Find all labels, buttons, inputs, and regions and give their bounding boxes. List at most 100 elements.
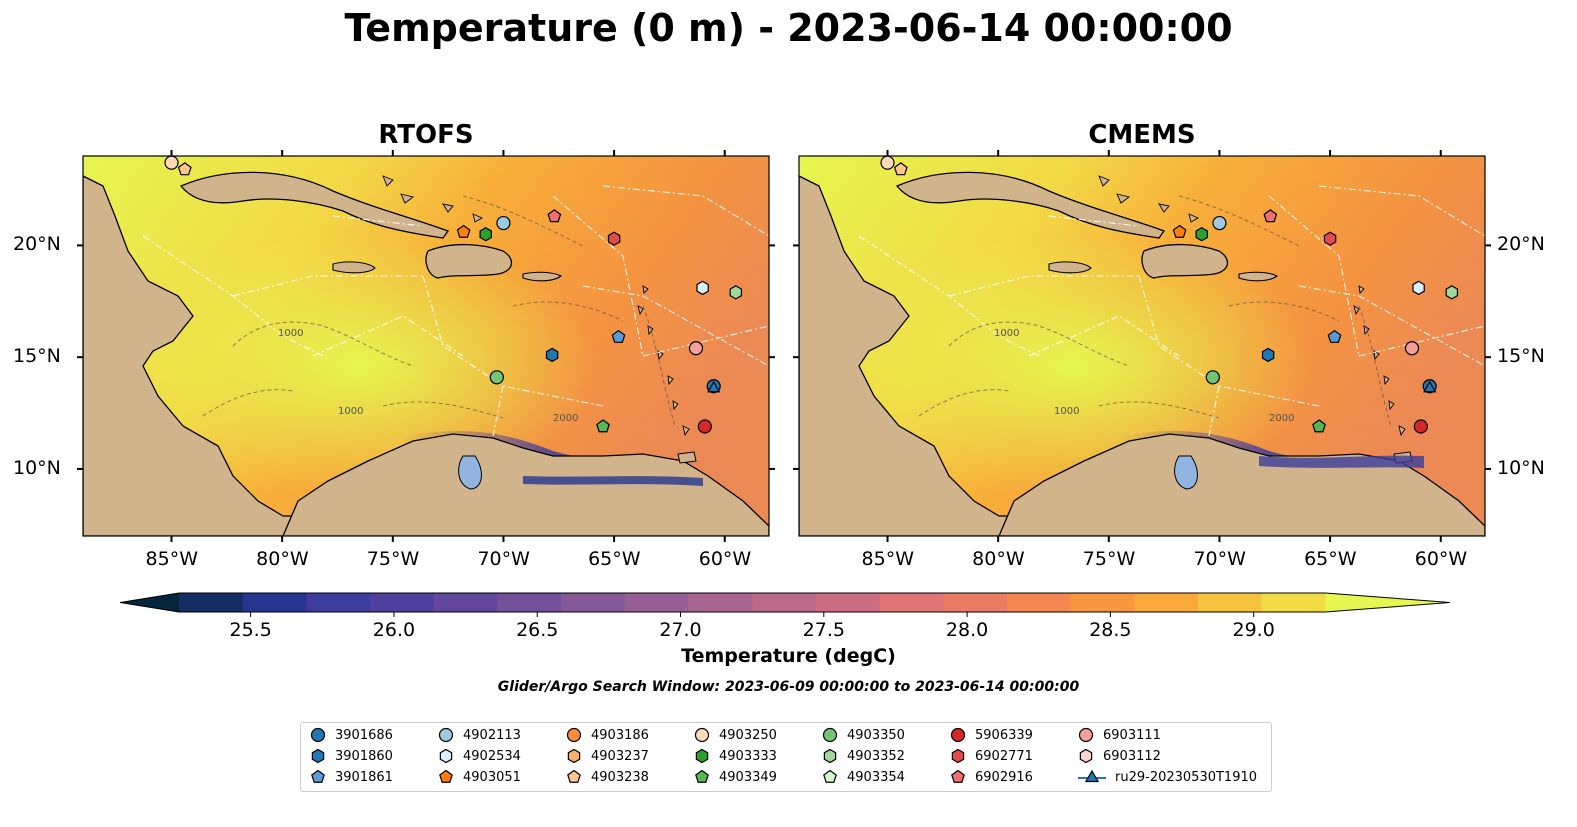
legend-item-5906339: 5906339 xyxy=(949,725,1033,745)
legend-label: 4903051 xyxy=(463,769,521,785)
float-marker-4903349-rtofs xyxy=(596,419,610,433)
legend-circle-icon xyxy=(950,727,966,743)
legend-label: 4903350 xyxy=(847,727,905,743)
colorbar-segment xyxy=(1197,593,1263,612)
lon-tick-label: 65°W xyxy=(1304,548,1357,570)
legend-pentagon-icon xyxy=(439,769,453,783)
search-window-text: Glider/Argo Search Window: 2023-06-09 00… xyxy=(497,679,1080,695)
lon-tick-label: 80°W xyxy=(972,548,1025,570)
colorbar-segment xyxy=(1261,593,1326,612)
lon-tick-label: 85°W xyxy=(145,548,198,570)
colorbar-segment xyxy=(879,593,944,612)
legend-item-4902113: 4902113 xyxy=(437,725,521,745)
colorbar-segment xyxy=(433,593,498,612)
legend-circle-icon xyxy=(310,727,326,743)
colorbar-segment xyxy=(943,593,1008,612)
panel-title-cmems: CMEMS xyxy=(1088,120,1196,150)
lon-tick-label: 75°W xyxy=(366,548,420,570)
float-marker-4902534-rtofs xyxy=(696,280,709,296)
legend-item-6902771: 6902771 xyxy=(949,746,1033,766)
float-marker-6902916-cmems xyxy=(1263,209,1278,223)
colorbar-segment xyxy=(242,593,307,612)
legend-item-6903111: 6903111 xyxy=(1077,725,1161,745)
float-marker-4903352-cmems xyxy=(1445,285,1459,300)
float-marker-4903238-rtofs xyxy=(177,162,192,176)
float-marker-4902113-rtofs xyxy=(496,215,511,231)
float-marker-4903333-cmems xyxy=(1195,227,1208,242)
legend-label: 4903250 xyxy=(719,727,777,743)
colorbar-segment xyxy=(306,593,371,612)
figure-title: Temperature (0 m) - 2023-06-14 00:00:00 xyxy=(344,6,1233,50)
legend-hexagon-icon xyxy=(951,748,965,764)
legend-pentagon-icon xyxy=(567,769,581,783)
legend-item-3901860: 3901860 xyxy=(309,746,393,766)
lat-tick-label: 10°N xyxy=(1497,456,1545,479)
colorbar-label: Temperature (degC) xyxy=(681,645,896,667)
colorbar-segment xyxy=(688,593,753,612)
legend-circle-icon xyxy=(822,727,838,743)
legend-pentagon-icon xyxy=(311,769,325,783)
legend-label: 4903186 xyxy=(591,727,649,743)
lat-tick-label: 10°N xyxy=(13,456,61,479)
legend-item-4903354: 4903354 xyxy=(821,767,905,787)
lon-tick-label: 85°W xyxy=(861,548,914,570)
float-marker-4903051-cmems xyxy=(1172,224,1187,238)
legend-item-4903051: 4903051 xyxy=(437,767,521,787)
float-marker-6903111-cmems xyxy=(1404,341,1420,356)
rtofs-map xyxy=(83,156,769,536)
legend-item-4903352: 4903352 xyxy=(821,746,905,766)
float-marker-4903350-cmems xyxy=(1205,370,1220,385)
float-marker-5906339-rtofs xyxy=(697,419,712,434)
legend-label: 4903238 xyxy=(591,769,649,785)
cmems-map xyxy=(799,156,1485,536)
legend-label: 3901860 xyxy=(335,748,393,764)
colorbar-tick-label: 28.5 xyxy=(1089,619,1132,641)
float-marker-ru29-20230530T1910-cmems xyxy=(1423,380,1437,393)
legend-item-4903350: 4903350 xyxy=(821,725,905,745)
colorbar-segment xyxy=(1134,593,1199,612)
colorbar-min-extend xyxy=(120,593,179,612)
float-marker-4903349-cmems xyxy=(1312,419,1326,433)
legend-label: 6902916 xyxy=(975,769,1033,785)
colorbar-segment xyxy=(497,593,562,612)
legend-item-ru29-20230530T1910: ru29-20230530T1910 xyxy=(1077,767,1257,787)
legend-pentagon-icon xyxy=(695,769,709,783)
legend-item-4903238: 4903238 xyxy=(565,767,649,787)
legend-label: 3901686 xyxy=(335,727,393,743)
colorbar-segment xyxy=(1006,593,1072,612)
colorbar-segment xyxy=(561,593,626,612)
legend-label: 4903354 xyxy=(847,769,905,785)
lon-tick-label: 60°W xyxy=(1414,548,1468,570)
float-marker-ru29-20230530T1910-rtofs xyxy=(707,380,721,393)
legend-item-6903112: 6903112 xyxy=(1077,746,1161,766)
float-marker-4903238-cmems xyxy=(893,162,908,176)
lat-tick-label: 15°N xyxy=(1497,345,1545,368)
legend-label: 4902113 xyxy=(463,727,521,743)
lon-tick-label: 65°W xyxy=(588,548,641,570)
float-marker-3901860-rtofs xyxy=(545,347,559,363)
lon-tick-label: 75°W xyxy=(1082,548,1136,570)
legend-label: 4903349 xyxy=(719,769,777,785)
lat-tick-label: 20°N xyxy=(13,233,61,256)
float-marker-4903250-rtofs xyxy=(164,155,179,170)
legend-label: 4903333 xyxy=(719,748,777,764)
colorbar-max-extend xyxy=(1325,593,1450,612)
lon-tick-label: 70°W xyxy=(1193,548,1246,570)
legend-pentagon-icon xyxy=(823,769,837,783)
colorbar-tick-label: 27.5 xyxy=(802,619,845,641)
colorbar-tick-label: 27.0 xyxy=(659,619,702,641)
legend-item-4903186: 4903186 xyxy=(565,725,649,745)
legend-hexagon-icon xyxy=(695,748,709,764)
lon-tick-label: 70°W xyxy=(477,548,530,570)
legend: 3901686 3901860 3901861 4902113 4902534 49030… xyxy=(300,722,1272,792)
legend-hexagon-icon xyxy=(567,748,581,764)
legend-triangle-icon xyxy=(1084,769,1100,783)
colorbar xyxy=(119,592,1451,617)
colorbar-segment xyxy=(179,593,244,612)
legend-item-4903250: 4903250 xyxy=(693,725,777,745)
legend-hexagon-icon xyxy=(439,748,453,764)
float-marker-6902771-rtofs xyxy=(607,231,621,246)
legend-hexagon-icon xyxy=(311,748,325,764)
float-marker-4903051-rtofs xyxy=(456,224,471,238)
